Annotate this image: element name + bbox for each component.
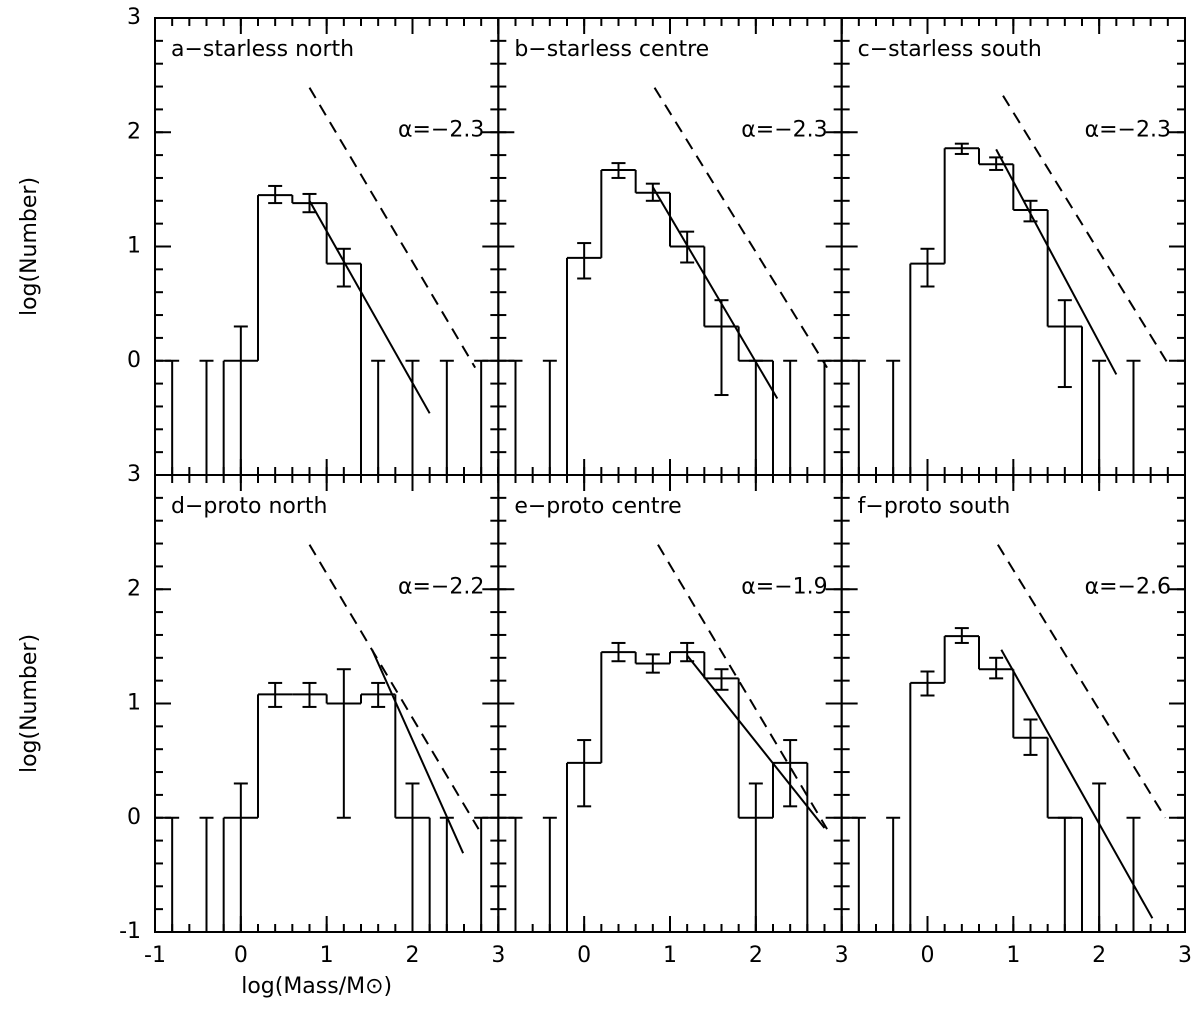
- y-axis-label: log(Number): [17, 634, 42, 773]
- fit-line: [371, 649, 465, 854]
- x-tick-label: 1: [320, 943, 334, 968]
- panel-label: c−starless south: [858, 37, 1042, 62]
- panel-label: d−proto north: [171, 494, 327, 519]
- alpha-label: α=−2.3: [398, 117, 484, 142]
- x-tick-label: -1: [144, 943, 166, 968]
- slope-guide: [653, 87, 828, 369]
- x-axis-label: log(Mass/M⊙): [241, 974, 392, 999]
- fit-line: [651, 186, 779, 399]
- x-tick-label: 3: [835, 943, 849, 968]
- slope-guide: [308, 544, 480, 830]
- y-tick-label: 3: [127, 462, 141, 487]
- slope-guide: [997, 544, 1167, 819]
- fit-line: [1000, 649, 1154, 919]
- alpha-label: α=−2.3: [1085, 117, 1171, 142]
- panel-label: e−proto centre: [514, 494, 681, 519]
- slope-guide: [657, 544, 828, 830]
- y-tick-label: 1: [127, 234, 141, 259]
- y-tick-label: 2: [127, 576, 141, 601]
- y-tick-label: 3: [127, 5, 141, 30]
- panel-label: a−starless north: [171, 37, 354, 62]
- y-tick-label: 0: [127, 348, 141, 373]
- y-tick-label: 0: [127, 805, 141, 830]
- y-tick-label: 1: [127, 691, 141, 716]
- x-tick-label: 2: [405, 943, 419, 968]
- x-tick-label: 0: [577, 943, 591, 968]
- x-tick-label: 2: [749, 943, 763, 968]
- slope-guide: [308, 87, 477, 369]
- panel-label: b−starless centre: [514, 37, 709, 62]
- x-tick-label: 1: [1006, 943, 1020, 968]
- fit-line: [995, 148, 1118, 375]
- alpha-label: α=−2.3: [741, 117, 827, 142]
- panel-label: f−proto south: [858, 494, 1011, 519]
- fit-line: [686, 654, 826, 829]
- alpha-label: α=−1.9: [741, 574, 827, 599]
- x-tick-label: 3: [491, 943, 505, 968]
- y-axis-label: log(Number): [17, 177, 42, 316]
- x-tick-label: 2: [1092, 943, 1106, 968]
- slope-guide: [1002, 95, 1172, 369]
- alpha-label: α=−2.2: [398, 574, 484, 599]
- y-tick-label: 2: [127, 119, 141, 144]
- x-tick-label: 0: [920, 943, 934, 968]
- x-tick-label: 1: [663, 943, 677, 968]
- x-tick-label: 3: [1178, 943, 1192, 968]
- alpha-label: α=−2.6: [1085, 574, 1171, 599]
- x-tick-label: 0: [234, 943, 248, 968]
- fit-line: [308, 200, 431, 414]
- y-tick-label: -1: [119, 919, 141, 944]
